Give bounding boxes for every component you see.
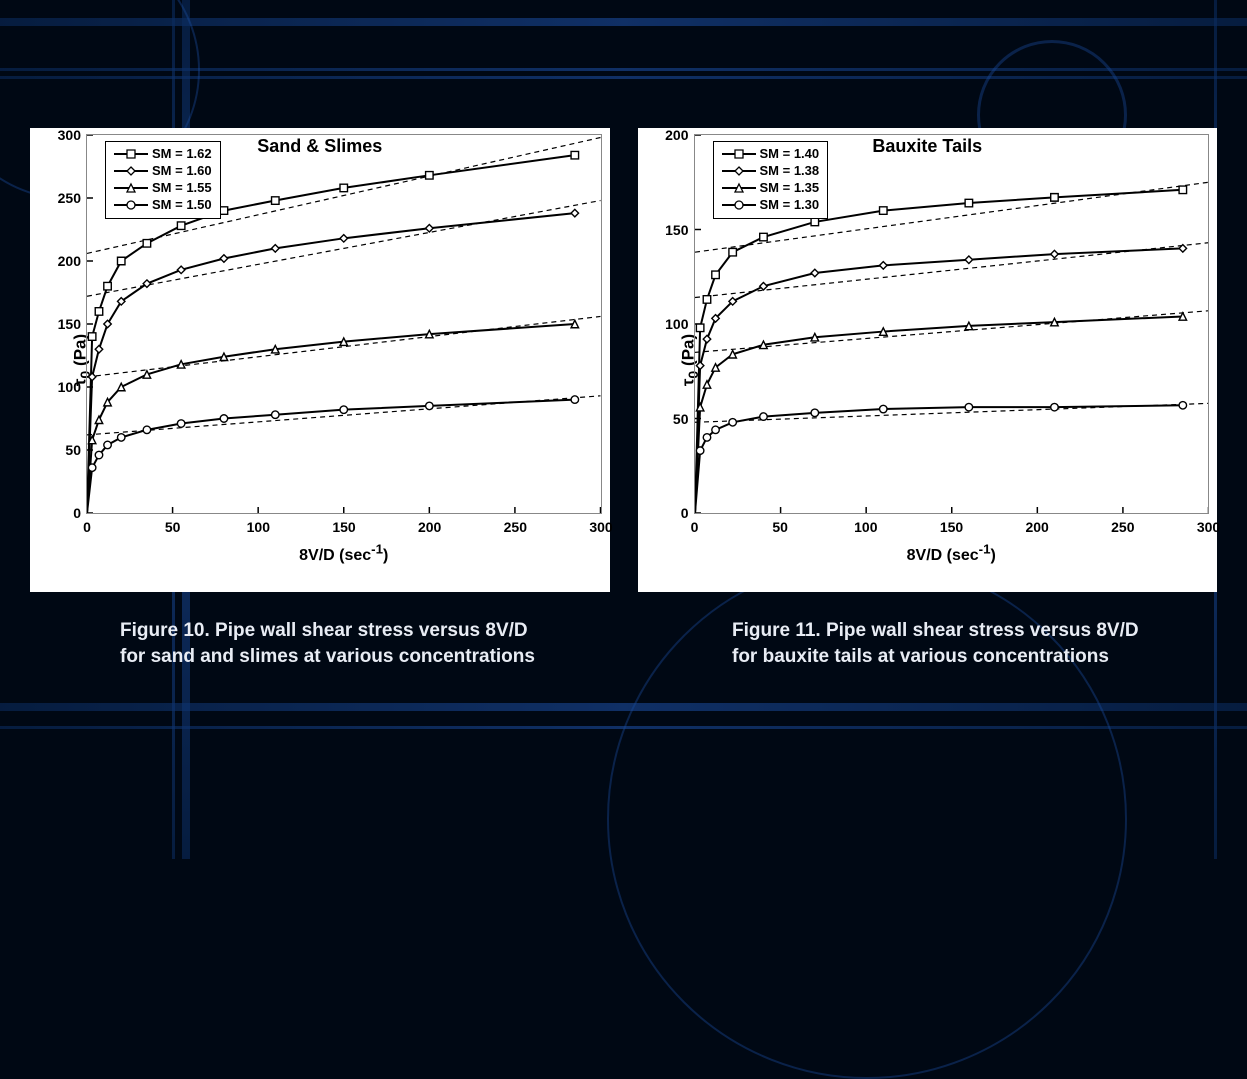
plot-right-area: τ0 (Pa) SM = 1.40SM = 1.38SM = 1.35SM = … [694, 134, 1210, 586]
caption-right: Figure 11. Pipe wall shear stress versus… [732, 618, 1152, 669]
square-icon [114, 148, 148, 160]
legend-label: SM = 1.55 [152, 180, 212, 197]
diamond-icon [114, 165, 148, 177]
legend-item: SM = 1.38 [722, 163, 820, 180]
ytick-label: 150 [58, 316, 87, 332]
plot-left-wrap: SM = 1.62SM = 1.60SM = 1.55SM = 1.50 050… [86, 134, 602, 514]
xtick-label: 100 [247, 513, 270, 535]
ytick-label: 100 [665, 316, 694, 332]
legend-right: SM = 1.40SM = 1.38SM = 1.35SM = 1.30 [713, 141, 829, 219]
legend-item: SM = 1.50 [114, 197, 212, 214]
xtick-label: 200 [418, 513, 441, 535]
legend-item: SM = 1.62 [114, 146, 212, 163]
xtick-label: 250 [1111, 513, 1134, 535]
ytick-label: 200 [58, 253, 87, 269]
chart-bauxite-tails: Bauxite Tails τ0 (Pa) SM = 1.40SM = 1.38… [638, 128, 1218, 592]
ytick-label: 150 [665, 222, 694, 238]
legend-item: SM = 1.30 [722, 197, 820, 214]
legend-item: SM = 1.35 [722, 180, 820, 197]
caption-left: Figure 10. Pipe wall shear stress versus… [120, 618, 540, 669]
xtick-label: 0 [691, 513, 699, 535]
xtick-label: 0 [83, 513, 91, 535]
chart-right-xlabel: 8V/D (sec-1) [694, 542, 1210, 565]
xtick-label: 300 [1197, 513, 1220, 535]
ytick-label: 100 [58, 379, 87, 395]
legend-item: SM = 1.40 [722, 146, 820, 163]
triangle-icon [114, 182, 148, 194]
legend-label: SM = 1.40 [760, 146, 820, 163]
legend-label: SM = 1.62 [152, 146, 212, 163]
chart-sand-slimes: Sand & Slimes τ0 (Pa) SM = 1.62SM = 1.60… [30, 128, 610, 592]
chart-left-xlabel: 8V/D (sec-1) [86, 542, 602, 565]
legend-left: SM = 1.62SM = 1.60SM = 1.55SM = 1.50 [105, 141, 221, 219]
plot-left-area: τ0 (Pa) SM = 1.62SM = 1.60SM = 1.55SM = … [86, 134, 602, 586]
triangle-icon [722, 182, 756, 194]
xtick-label: 150 [940, 513, 963, 535]
plot-right-wrap: SM = 1.40SM = 1.38SM = 1.35SM = 1.30 050… [694, 134, 1210, 514]
legend-label: SM = 1.60 [152, 163, 212, 180]
square-icon [722, 148, 756, 160]
xtick-label: 200 [1025, 513, 1048, 535]
circle-icon [114, 199, 148, 211]
legend-label: SM = 1.50 [152, 197, 212, 214]
ytick-label: 50 [65, 442, 87, 458]
diamond-icon [722, 165, 756, 177]
xtick-label: 300 [589, 513, 612, 535]
legend-label: SM = 1.30 [760, 197, 820, 214]
legend-item: SM = 1.55 [114, 180, 212, 197]
legend-item: SM = 1.60 [114, 163, 212, 180]
xtick-label: 50 [165, 513, 181, 535]
ytick-label: 250 [58, 190, 87, 206]
xtick-label: 50 [772, 513, 788, 535]
legend-label: SM = 1.35 [760, 180, 820, 197]
ytick-label: 50 [673, 411, 695, 427]
xtick-label: 100 [854, 513, 877, 535]
circle-icon [722, 199, 756, 211]
xtick-label: 150 [332, 513, 355, 535]
ytick-label: 200 [665, 127, 694, 143]
charts-row: Sand & Slimes τ0 (Pa) SM = 1.62SM = 1.60… [30, 128, 1217, 592]
xtick-label: 250 [504, 513, 527, 535]
ytick-label: 300 [58, 127, 87, 143]
legend-label: SM = 1.38 [760, 163, 820, 180]
